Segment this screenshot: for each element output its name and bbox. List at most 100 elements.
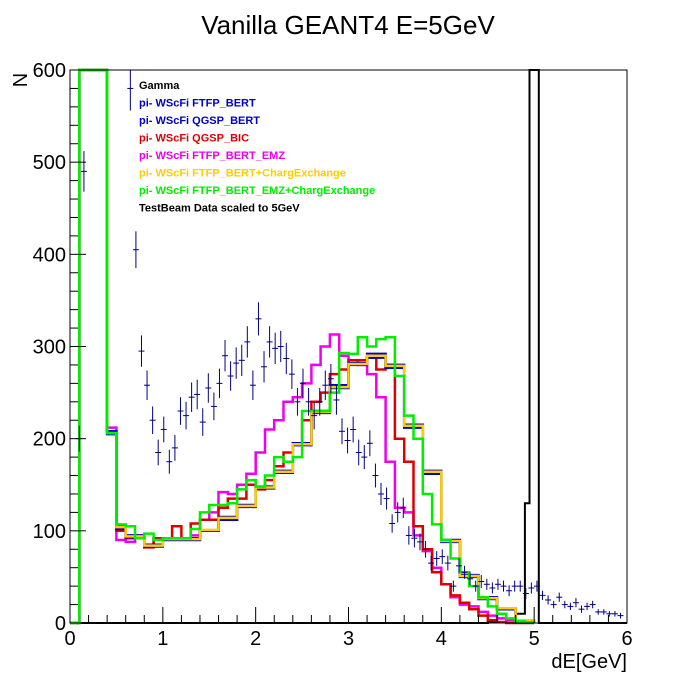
data-point <box>261 351 268 383</box>
x-axis-label: dE[GeV] <box>551 651 627 673</box>
y-tick-label: 500 <box>33 152 66 174</box>
data-point <box>300 368 307 399</box>
data-point <box>132 231 139 269</box>
data-point <box>222 340 229 372</box>
data-point <box>216 368 223 399</box>
x-tick-label: 4 <box>436 628 447 650</box>
data-point <box>322 370 329 400</box>
data-point <box>272 332 279 365</box>
data-point <box>606 611 613 617</box>
data-point <box>528 582 535 594</box>
data-point <box>405 526 412 545</box>
y-tick-label: 200 <box>33 429 66 451</box>
data-point <box>489 582 496 594</box>
y-tick-label: 0 <box>55 613 66 635</box>
legend-entry: pi- WScFi FTFP_BERT_EMZ+ChargExchange <box>139 185 375 197</box>
data-points-layer <box>76 70 624 619</box>
data-point <box>372 463 379 488</box>
y-axis-label: N <box>10 73 32 87</box>
data-point <box>366 430 373 457</box>
x-tick-label: 2 <box>250 628 261 650</box>
data-point <box>567 602 574 611</box>
data-point <box>611 611 618 617</box>
data-point <box>483 578 490 590</box>
data-point <box>584 602 591 611</box>
data-point <box>556 592 563 602</box>
data-point <box>450 580 457 592</box>
data-point <box>238 344 245 376</box>
data-point <box>144 370 151 400</box>
data-point <box>255 302 262 336</box>
data-point <box>561 600 568 609</box>
axes-layer: 0 1 2 3 4 5 6 0 100 200 300 400 500 600 <box>33 60 633 650</box>
legend-entry: pi- WScFi FTFP_BERT_EMZ <box>139 150 285 162</box>
data-point <box>205 373 212 403</box>
data-point <box>389 514 396 533</box>
y-tick-label: 400 <box>33 244 66 266</box>
data-point <box>177 397 184 425</box>
data-point <box>333 385 340 415</box>
data-point <box>311 401 318 430</box>
data-point <box>294 387 301 416</box>
data-point <box>377 482 384 506</box>
data-point <box>288 359 295 389</box>
data-point <box>194 379 201 410</box>
data-point <box>394 502 401 523</box>
data-point <box>171 434 178 461</box>
data-point <box>188 382 195 412</box>
data-point <box>439 549 446 565</box>
data-point <box>517 580 524 592</box>
data-point <box>600 609 607 615</box>
data-point <box>316 387 323 416</box>
data-point <box>545 595 552 605</box>
data-point <box>572 598 579 608</box>
data-point <box>383 487 390 510</box>
data-point <box>277 330 284 363</box>
x-tick-label: 6 <box>621 628 632 650</box>
data-point <box>533 580 540 592</box>
legend-entry: pi- WScFi QGSP_BIC <box>139 133 249 145</box>
data-point <box>80 151 87 192</box>
legend-entry: pi- WScFi FTFP_BERT <box>139 98 256 110</box>
data-point <box>350 416 357 443</box>
data-point <box>199 408 206 436</box>
data-point <box>227 361 234 391</box>
y-tick-label: 600 <box>33 60 66 82</box>
x-tick-label: 0 <box>64 628 75 650</box>
data-point <box>339 418 346 445</box>
data-point <box>416 533 423 551</box>
data-point <box>461 565 468 579</box>
data-point <box>595 609 602 615</box>
data-point <box>539 590 546 600</box>
legend-entry: pi- WScFi FTFP_BERT+ChargExchange <box>139 168 346 180</box>
x-tick-label: 5 <box>529 628 540 650</box>
data-point <box>522 587 529 600</box>
data-point <box>428 555 435 571</box>
data-point <box>233 347 240 379</box>
data-point <box>183 401 190 430</box>
data-point <box>578 605 585 613</box>
data-point <box>478 575 485 588</box>
data-point <box>160 416 167 443</box>
data-point <box>344 427 351 454</box>
data-point <box>127 70 134 111</box>
data-point <box>244 326 251 358</box>
y-tick-label: 300 <box>33 337 66 359</box>
data-point <box>149 406 156 435</box>
legend-entry: TestBeam Data scaled to 5GeV <box>139 203 300 215</box>
data-point <box>494 578 501 590</box>
data-point <box>589 600 596 609</box>
series-pi-wscfi-ftfp-bert-emz-chargexchange <box>70 68 536 625</box>
data-point <box>422 540 429 558</box>
y-tick-label: 100 <box>33 521 66 543</box>
data-point <box>361 445 368 470</box>
data-point <box>500 580 507 592</box>
data-point <box>433 551 440 566</box>
data-point <box>550 600 557 609</box>
data-point <box>283 342 290 375</box>
chart-title: Vanilla GEANT4 E=5GeV <box>201 10 495 40</box>
legend-entry: pi- WScFi QGSP_BERT <box>139 115 260 127</box>
data-point <box>506 585 513 597</box>
